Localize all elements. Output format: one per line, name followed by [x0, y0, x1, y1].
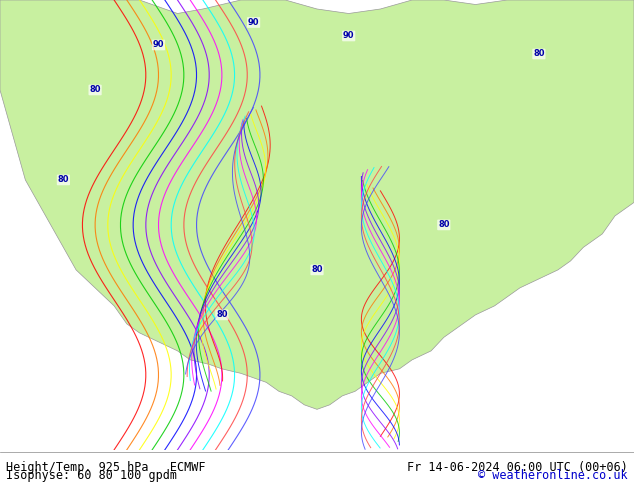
Text: © weatheronline.co.uk: © weatheronline.co.uk: [478, 469, 628, 482]
Text: Isophyse: 60 80 100 gpdm: Isophyse: 60 80 100 gpdm: [6, 469, 178, 482]
Polygon shape: [0, 0, 634, 409]
Text: 80: 80: [58, 175, 69, 184]
Text: 90: 90: [153, 41, 164, 49]
Text: Fr 14-06-2024 06:00 UTC (00+06): Fr 14-06-2024 06:00 UTC (00+06): [407, 461, 628, 474]
Text: 90: 90: [343, 31, 354, 41]
Text: 80: 80: [533, 49, 545, 58]
Text: 80: 80: [216, 310, 228, 319]
Text: 80: 80: [311, 266, 323, 274]
Text: 80: 80: [438, 220, 450, 229]
Text: Height/Temp. 925 hPa   ECMWF: Height/Temp. 925 hPa ECMWF: [6, 461, 206, 474]
Text: 80: 80: [89, 85, 101, 95]
Text: 90: 90: [248, 18, 259, 27]
